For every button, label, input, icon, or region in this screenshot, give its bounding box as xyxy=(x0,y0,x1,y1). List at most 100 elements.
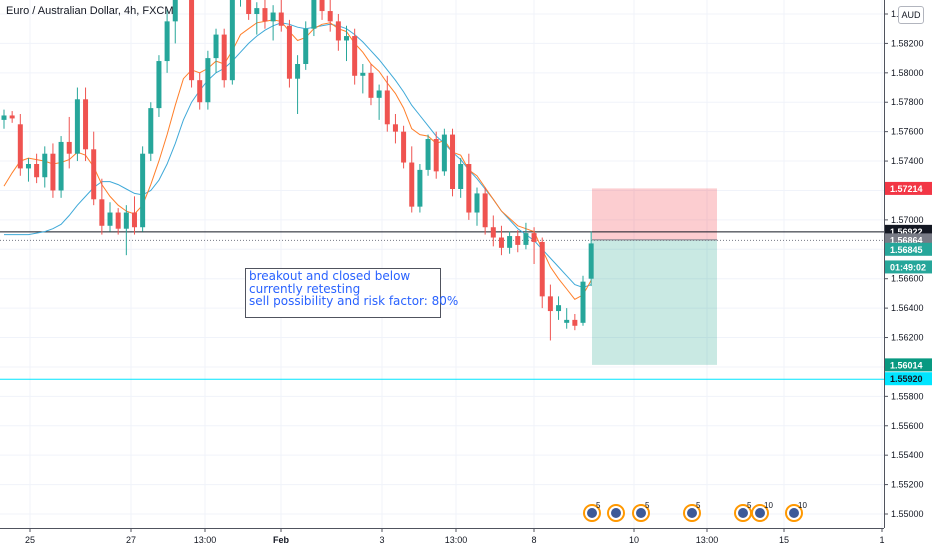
candle xyxy=(384,75,390,132)
candle-body xyxy=(278,12,284,26)
candle-body xyxy=(401,131,407,163)
price-tag-label: 1.57214 xyxy=(890,184,923,194)
candle-body xyxy=(515,236,521,245)
candle-body xyxy=(580,281,586,323)
candle xyxy=(115,208,121,235)
price-tag: 1.55920 xyxy=(885,372,932,386)
candle-body xyxy=(74,99,80,154)
price-tick-label: 1.56600 xyxy=(891,274,924,284)
event-marker xyxy=(607,504,625,522)
price-tag-bg xyxy=(885,358,932,372)
candle xyxy=(91,131,97,206)
candle-body xyxy=(368,72,374,98)
candle-body xyxy=(458,164,464,189)
candle xyxy=(107,202,113,232)
time-tick-label: 10 xyxy=(629,535,639,545)
candle xyxy=(156,55,162,117)
note-line: sell possibility and risk factor: 80% xyxy=(249,294,459,308)
candle xyxy=(319,0,325,20)
flag-icon-inner xyxy=(611,508,621,518)
candle xyxy=(66,116,72,169)
candle-body xyxy=(384,90,390,125)
candle xyxy=(564,308,570,329)
candle-body xyxy=(498,237,504,248)
candle-body xyxy=(58,141,64,191)
price-tag: 1.57214 xyxy=(885,181,932,195)
candle xyxy=(50,143,56,198)
flag-icon-inner xyxy=(587,508,597,518)
price-tag: 1.56014 xyxy=(885,358,932,372)
candle xyxy=(466,153,472,220)
candle xyxy=(498,225,504,256)
price-tick-label: 1.57800 xyxy=(891,97,924,107)
time-tick-label: 13:00 xyxy=(194,535,217,545)
candle xyxy=(425,134,431,176)
candle xyxy=(303,21,309,70)
price-tag-bg xyxy=(885,372,932,386)
event-marker: 5 xyxy=(632,501,650,522)
candle-body xyxy=(246,0,252,14)
candle xyxy=(229,0,235,85)
candle-body xyxy=(42,153,48,178)
candle xyxy=(474,187,480,226)
price-tick-label: 1.55400 xyxy=(891,450,924,460)
time-tick-label: Feb xyxy=(273,535,290,545)
candle-body xyxy=(172,0,178,22)
candle xyxy=(278,0,284,32)
price-tag-bg xyxy=(885,242,932,256)
candle xyxy=(221,28,227,88)
price-tick-label: 1.55600 xyxy=(891,421,924,431)
text-annotation[interactable]: breakout and closed below currently rete… xyxy=(245,268,459,318)
price-tag-label: 1.56014 xyxy=(890,360,923,370)
price-tag: 1.56845 xyxy=(885,242,932,256)
candle-body xyxy=(99,199,105,226)
candle-body xyxy=(156,61,162,109)
candle-body xyxy=(107,212,113,226)
candle-body xyxy=(474,193,480,213)
candle xyxy=(239,0,241,7)
event-count: 10 xyxy=(798,501,807,510)
currency-button[interactable]: AUD xyxy=(898,6,924,24)
price-tick-label: 1.55800 xyxy=(891,391,924,401)
candle xyxy=(458,158,464,198)
candle-body xyxy=(221,34,227,81)
candle xyxy=(392,114,398,144)
price-tick-label: 1.57400 xyxy=(891,156,924,166)
candle xyxy=(25,158,31,182)
candle xyxy=(490,215,496,247)
candle xyxy=(172,0,178,44)
time-tick-label: 13:00 xyxy=(445,535,468,545)
candle-body xyxy=(270,12,276,22)
candle xyxy=(286,19,292,88)
candle-body xyxy=(164,21,170,62)
price-tick-label: 1.56200 xyxy=(891,333,924,343)
price-tag-label: 01:49:02 xyxy=(890,262,926,272)
candle-body xyxy=(115,212,121,229)
flag-icon-inner xyxy=(738,508,748,518)
event-marker: 5 xyxy=(734,501,752,522)
candle-body xyxy=(327,11,333,22)
candle-body xyxy=(50,153,56,191)
candle xyxy=(254,2,260,35)
price-tag-label: 1.56864 xyxy=(890,235,923,245)
chart-title: Euro / Australian Dollar, 4h, FXCM xyxy=(6,5,174,17)
candle-body xyxy=(9,115,15,119)
candle xyxy=(123,205,129,256)
price-tick-label: 1.58200 xyxy=(891,38,924,48)
candle xyxy=(74,87,80,162)
candle-body xyxy=(189,0,195,81)
candle-body xyxy=(441,134,447,172)
short-position-tool xyxy=(592,188,717,365)
candle-body xyxy=(507,236,513,248)
candle xyxy=(539,237,545,309)
candle-body xyxy=(564,319,570,323)
flag-icon-inner xyxy=(636,508,646,518)
candle xyxy=(1,109,7,129)
candle-body xyxy=(588,243,594,279)
chart-grid xyxy=(0,0,884,528)
candle-body xyxy=(482,193,488,228)
candle xyxy=(148,102,154,162)
event-marker: 5 xyxy=(583,501,601,522)
candle-body xyxy=(352,36,358,76)
